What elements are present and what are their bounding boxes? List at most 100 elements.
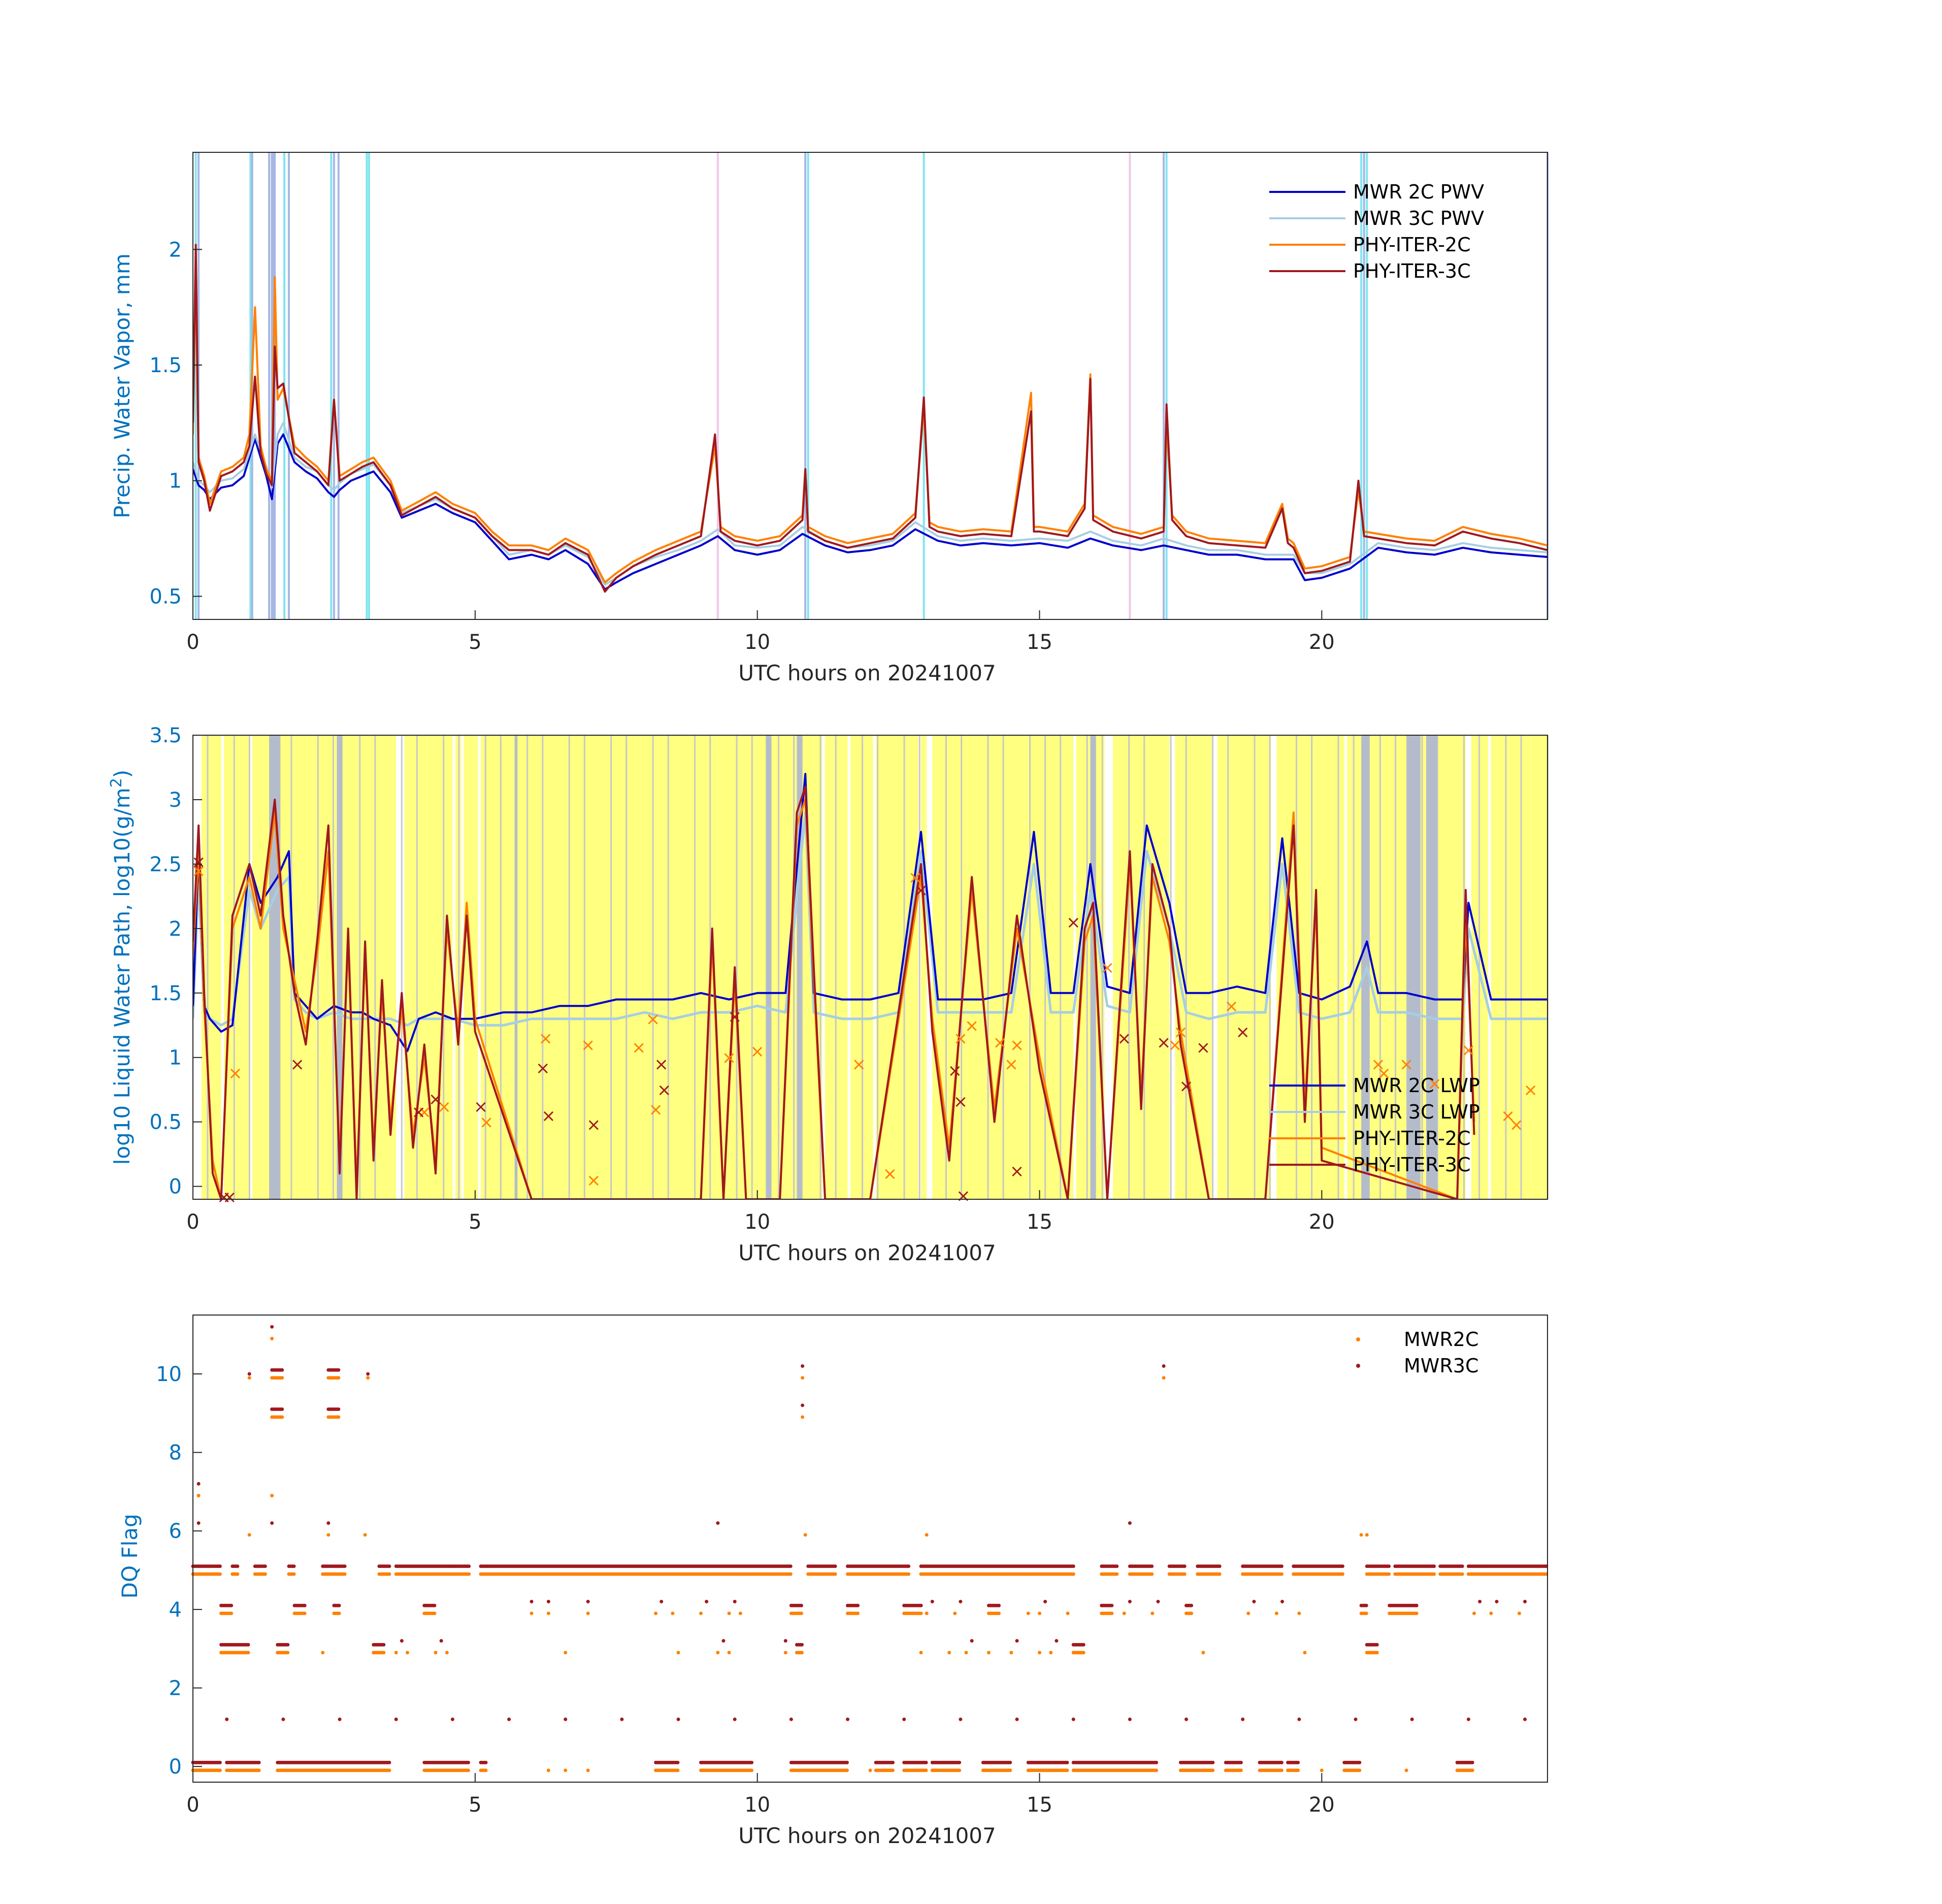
dq-point-mwr2c [799, 1612, 803, 1616]
dq-point-mwr3c [263, 1564, 267, 1568]
dq-point-mwr3c [800, 1643, 804, 1647]
lwp-marker-2c: × [965, 1015, 979, 1036]
dq-point-mwr2c [986, 1651, 991, 1655]
dq-point-mwr2c [925, 1612, 929, 1616]
lwp-marker-2c: × [1427, 1074, 1442, 1094]
dq-point-mwr2c [1364, 1612, 1368, 1616]
dq-point-mwr2c [727, 1651, 731, 1655]
dq-x-tick-label: 5 [469, 1793, 481, 1817]
dq-point-mwr3c [1466, 1717, 1470, 1721]
lwp-series-line-phy3c [193, 785, 1475, 1199]
dq-point-mwr3c [1071, 1717, 1075, 1721]
dq-point-mwr3c [1043, 1599, 1047, 1603]
lwp-y-tick-label: 3 [169, 789, 182, 812]
dq-point-mwr3c [1155, 1760, 1159, 1764]
lwp-marker-3c: × [1235, 1022, 1250, 1042]
dq-point-mwr3c [1008, 1760, 1012, 1764]
lwp-legend-label: MWR 2C LWP [1353, 1074, 1480, 1097]
dq-point-mwr3c [1495, 1599, 1499, 1603]
pwv-legend-label: PHY-ITER-2C [1353, 234, 1471, 256]
lwp-white-gap [1488, 735, 1491, 1199]
dq-point-mwr2c [467, 1572, 471, 1576]
dq-point-mwr3c [337, 1407, 341, 1411]
dq-point-mwr2c [1358, 1768, 1362, 1772]
lwp-marker-2c: × [883, 1164, 898, 1184]
lwp-marker-3c: × [411, 1102, 426, 1122]
lwp-y-tick-label: 1.5 [149, 982, 182, 1005]
lwp-marker-2c: × [581, 1035, 596, 1055]
dq-scatter-points [191, 1325, 1549, 1772]
dq-point-mwr3c [902, 1717, 906, 1721]
dq-point-mwr3c [721, 1639, 726, 1643]
pwv-x-tick-label: 15 [1027, 631, 1052, 654]
dq-point-mwr3c [564, 1717, 568, 1721]
dq-point-mwr2c [801, 1415, 805, 1419]
dq-point-mwr3c [450, 1717, 454, 1721]
lwp-marker-2c: × [1376, 1063, 1391, 1084]
dq-point-mwr3c [466, 1760, 470, 1764]
lwp-white-gap [873, 735, 876, 1199]
lwp-marker-2c: × [586, 1170, 601, 1191]
dq-point-mwr2c [925, 1533, 929, 1537]
dq-legend-label: MWR2C [1404, 1328, 1478, 1351]
dq-point-mwr3c [959, 1717, 963, 1721]
dq-point-mwr3c [1110, 1603, 1114, 1607]
dq-legend-swatch [1356, 1364, 1360, 1368]
dq-point-mwr2c [1414, 1612, 1419, 1616]
lwp-marker-3c: × [956, 1186, 971, 1206]
dq-point-mwr2c [484, 1768, 488, 1772]
lwp-marker-3c: × [948, 1061, 963, 1081]
dq-point-mwr2c [738, 1612, 742, 1616]
dq-point-mwr3c [382, 1643, 386, 1647]
dq-point-mwr2c [676, 1651, 680, 1655]
dq-point-mwr3c [387, 1564, 391, 1568]
dq-point-mwr2c [280, 1415, 284, 1419]
lwp-marker-3c: × [1196, 1037, 1211, 1058]
dq-point-mwr2c [303, 1612, 307, 1616]
dq-point-mwr3c [1128, 1599, 1132, 1603]
lwp-marker-2c: × [539, 1029, 553, 1049]
lwp-x-axis-label: UTC hours on 20241007 [738, 1240, 996, 1265]
dq-point-mwr3c [270, 1325, 274, 1329]
dq-point-mwr2c [1066, 1612, 1070, 1616]
lwp-x-axis: 0 5 10 15 20 [186, 1190, 1335, 1234]
dq-point-mwr3c [394, 1717, 398, 1721]
lwp-gray-band [1090, 735, 1096, 1199]
dq-point-mwr2c [257, 1768, 261, 1772]
dq-point-mwr3c [799, 1603, 803, 1607]
dq-point-mwr2c [727, 1612, 731, 1616]
dq-point-mwr3c [1354, 1717, 1358, 1721]
dq-point-mwr2c [247, 1533, 251, 1537]
dq-point-mwr3c [783, 1639, 787, 1643]
dq-point-mwr3c [856, 1603, 860, 1607]
lwp-series-group [193, 773, 1548, 1199]
lwp-marker-2c: × [1523, 1080, 1538, 1100]
dq-point-mwr3c [196, 1482, 201, 1486]
lwp-marker-3c: × [914, 880, 929, 901]
dq-point-mwr2c [919, 1612, 923, 1616]
dq-point-mwr2c [953, 1612, 957, 1616]
dq-point-mwr2c [919, 1651, 923, 1655]
dq-point-mwr2c [1279, 1768, 1283, 1772]
dq-point-mwr2c [1274, 1612, 1278, 1616]
pwv-x-tick-label: 20 [1309, 631, 1335, 654]
dq-point-mwr2c [1211, 1768, 1215, 1772]
dq-point-mwr3c [789, 1717, 793, 1721]
dq-point-mwr2c [1049, 1651, 1053, 1655]
dq-point-mwr2c [382, 1651, 386, 1655]
dq-point-mwr2c [530, 1612, 534, 1616]
lwp-marker-2c: × [1224, 996, 1239, 1016]
lwp-marker-3c: × [1117, 1029, 1132, 1049]
dq-y-axis-label: DQ Flag [117, 1514, 142, 1599]
dq-point-mwr2c [676, 1768, 680, 1772]
pwv-legend-label: MWR 3C PWV [1353, 207, 1484, 229]
dq-point-mwr2c [434, 1651, 438, 1655]
lwp-white-gap [1271, 735, 1277, 1199]
lwp-marker-2c: × [953, 1029, 968, 1049]
lwp-y-axis-label-main: log10 Liquid Water Path, log10(g/m [110, 787, 135, 1165]
lwp-marker-3c: × [1066, 912, 1081, 933]
dq-point-mwr3c [959, 1599, 963, 1603]
dq-point-mwr2c [196, 1494, 201, 1498]
dq-point-mwr3c [247, 1372, 251, 1376]
lwp-marker-2c: × [993, 1032, 1007, 1053]
